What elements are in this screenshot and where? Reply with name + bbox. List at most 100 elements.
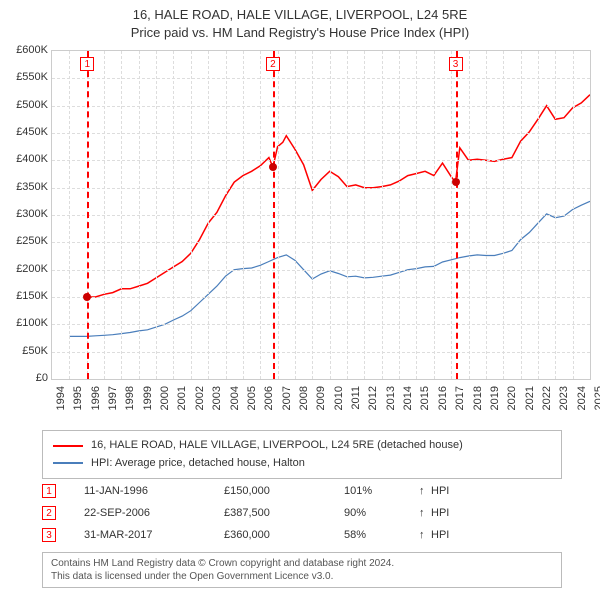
title-block: 16, HALE ROAD, HALE VILLAGE, LIVERPOOL, … [0, 0, 600, 42]
y-axis-label: £250K [6, 235, 48, 247]
legend-swatch-1 [53, 445, 83, 447]
grid-line-h [52, 242, 590, 243]
sales-pct: 101% [344, 485, 419, 497]
x-axis-label: 2001 [176, 386, 188, 410]
grid-line-v [364, 51, 365, 379]
grid-line-v [347, 51, 348, 379]
grid-line-v [139, 51, 140, 379]
sales-row: 331-MAR-2017£360,00058%↑HPI [42, 524, 562, 546]
grid-line-v [434, 51, 435, 379]
grid-line-v [226, 51, 227, 379]
sales-hpi-label: HPI [431, 485, 449, 497]
sales-price: £387,500 [224, 507, 344, 519]
x-axis-label: 2022 [541, 386, 553, 410]
series-line [87, 95, 590, 297]
x-axis-label: 2025 [593, 386, 600, 410]
x-axis-label: 2021 [524, 386, 536, 410]
y-axis-label: £450K [6, 126, 48, 138]
grid-line-v [503, 51, 504, 379]
sales-date: 11-JAN-1996 [84, 485, 224, 497]
x-axis-label: 2018 [472, 386, 484, 410]
y-axis-label: £50K [6, 345, 48, 357]
sales-marker: 1 [42, 484, 56, 498]
arrow-up-icon: ↑ [419, 529, 431, 541]
grid-line-v [69, 51, 70, 379]
grid-line-v [330, 51, 331, 379]
title-line-1: 16, HALE ROAD, HALE VILLAGE, LIVERPOOL, … [0, 6, 600, 24]
legend-row-series-1: 16, HALE ROAD, HALE VILLAGE, LIVERPOOL, … [53, 437, 551, 455]
grid-line-h [52, 78, 590, 79]
x-axis-label: 2006 [263, 386, 275, 410]
x-axis-label: 2010 [333, 386, 345, 410]
event-marker: 2 [266, 57, 280, 71]
y-axis-label: £100K [6, 317, 48, 329]
grid-line-v [208, 51, 209, 379]
grid-line-h [52, 160, 590, 161]
x-axis-label: 2005 [246, 386, 258, 410]
x-axis-label: 2002 [194, 386, 206, 410]
event-dot [452, 178, 460, 186]
sales-table: 111-JAN-1996£150,000101%↑HPI222-SEP-2006… [42, 480, 562, 546]
x-axis-label: 1999 [142, 386, 154, 410]
sales-price: £360,000 [224, 529, 344, 541]
x-axis-label: 2009 [315, 386, 327, 410]
legend-label-1: 16, HALE ROAD, HALE VILLAGE, LIVERPOOL, … [91, 437, 463, 455]
grid-line-v [104, 51, 105, 379]
event-vline [456, 51, 458, 379]
x-axis-label: 1994 [55, 386, 67, 410]
sales-date: 22-SEP-2006 [84, 507, 224, 519]
x-axis-label: 1995 [72, 386, 84, 410]
event-marker: 3 [449, 57, 463, 71]
sales-marker: 3 [42, 528, 56, 542]
grid-line-v [451, 51, 452, 379]
x-axis-label: 2012 [367, 386, 379, 410]
x-axis-label: 2016 [437, 386, 449, 410]
arrow-up-icon: ↑ [419, 507, 431, 519]
sales-marker: 2 [42, 506, 56, 520]
sales-date: 31-MAR-2017 [84, 529, 224, 541]
grid-line-v [243, 51, 244, 379]
sales-hpi-label: HPI [431, 507, 449, 519]
grid-line-v [121, 51, 122, 379]
grid-line-h [52, 297, 590, 298]
event-dot [269, 163, 277, 171]
grid-line-v [538, 51, 539, 379]
grid-line-v [173, 51, 174, 379]
grid-line-v [416, 51, 417, 379]
x-axis-label: 2015 [419, 386, 431, 410]
x-axis-label: 2008 [298, 386, 310, 410]
y-axis-label: £200K [6, 263, 48, 275]
grid-line-h [52, 352, 590, 353]
event-vline [87, 51, 89, 379]
arrow-up-icon: ↑ [419, 485, 431, 497]
y-axis-label: £500K [6, 99, 48, 111]
plot-area: 123 [51, 50, 591, 380]
y-axis-label: £0 [6, 372, 48, 384]
event-dot [83, 293, 91, 301]
y-axis-label: £600K [6, 44, 48, 56]
x-axis-label: 2017 [454, 386, 466, 410]
grid-line-h [52, 215, 590, 216]
attribution: Contains HM Land Registry data © Crown c… [42, 552, 562, 588]
grid-line-v [312, 51, 313, 379]
grid-line-v [156, 51, 157, 379]
legend-row-series-2: HPI: Average price, detached house, Halt… [53, 455, 551, 473]
grid-line-v [521, 51, 522, 379]
x-axis-label: 1998 [124, 386, 136, 410]
sales-row: 222-SEP-2006£387,50090%↑HPI [42, 502, 562, 524]
grid-line-v [260, 51, 261, 379]
x-axis-label: 2023 [558, 386, 570, 410]
sales-price: £150,000 [224, 485, 344, 497]
grid-line-v [295, 51, 296, 379]
grid-line-v [191, 51, 192, 379]
y-axis-label: £350K [6, 181, 48, 193]
grid-line-v [382, 51, 383, 379]
legend: 16, HALE ROAD, HALE VILLAGE, LIVERPOOL, … [42, 430, 562, 479]
attribution-line-1: Contains HM Land Registry data © Crown c… [51, 557, 553, 570]
chart-container: 16, HALE ROAD, HALE VILLAGE, LIVERPOOL, … [0, 0, 600, 590]
legend-label-2: HPI: Average price, detached house, Halt… [91, 455, 305, 473]
x-axis-label: 2019 [489, 386, 501, 410]
y-axis-label: £550K [6, 71, 48, 83]
chart: 123 £0£50K£100K£150K£200K£250K£300K£350K… [6, 50, 594, 410]
grid-line-v [278, 51, 279, 379]
